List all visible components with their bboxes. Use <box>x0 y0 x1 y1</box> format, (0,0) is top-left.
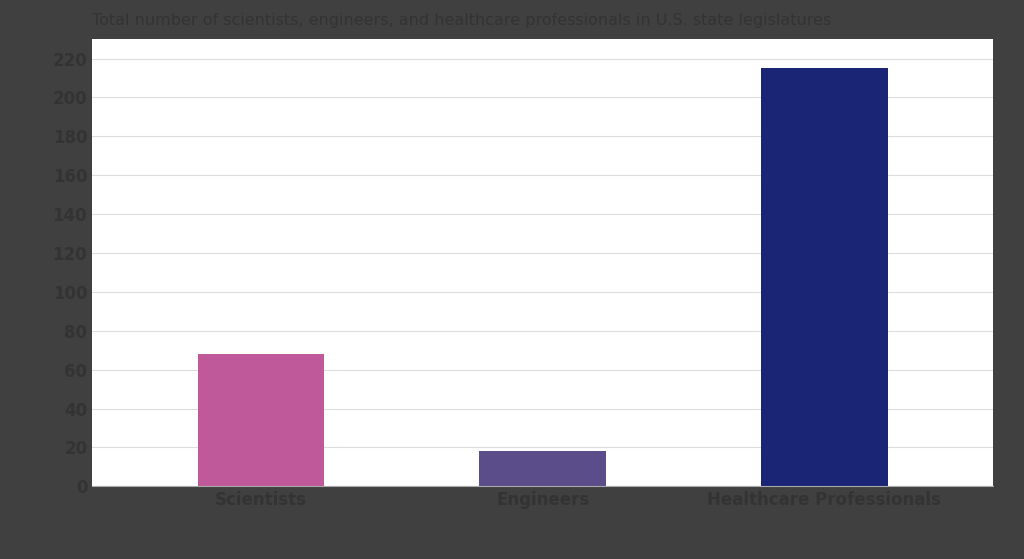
Text: Total number of scientists, engineers, and healthcare professionals in U.S. stat: Total number of scientists, engineers, a… <box>92 13 831 28</box>
Bar <box>479 451 606 486</box>
Bar <box>761 68 888 486</box>
Bar <box>198 354 325 486</box>
